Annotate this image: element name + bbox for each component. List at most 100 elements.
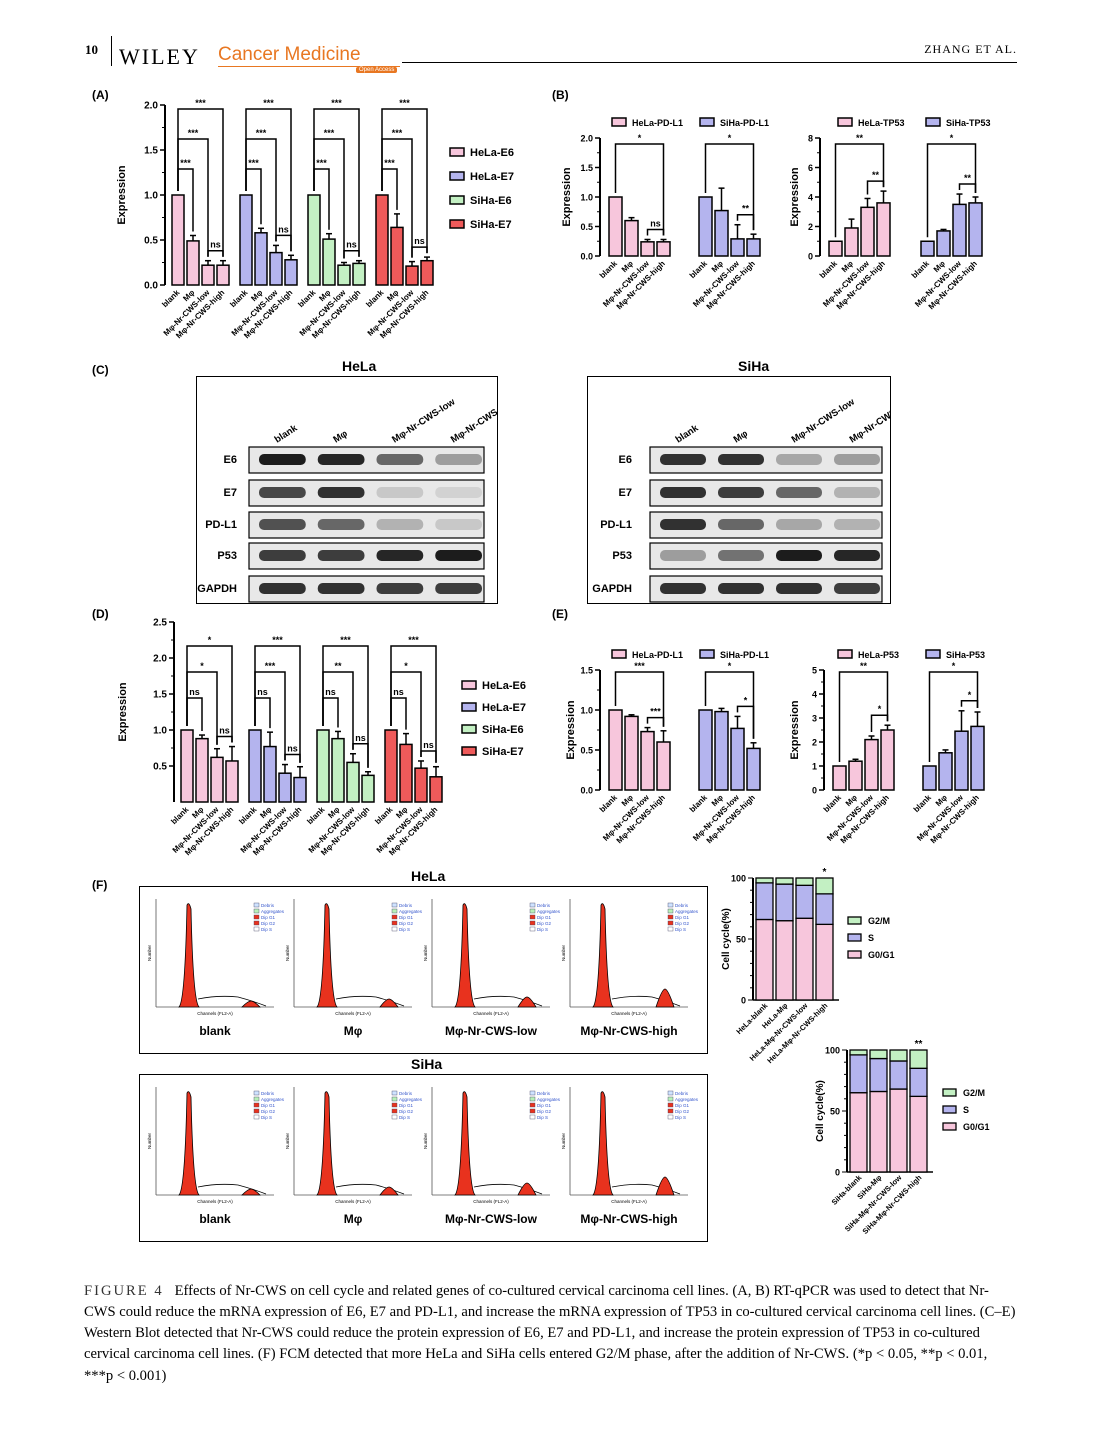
- significance-label: ***: [188, 128, 199, 138]
- significance-label: *: [208, 635, 212, 645]
- stacked-segment: [889, 1049, 908, 1062]
- significance-bracket: [275, 234, 292, 252]
- flow-y-label: Number: [147, 945, 152, 962]
- blot-row-label: E7: [224, 487, 237, 499]
- flow-legend-label: Dip S: [399, 927, 410, 932]
- significance-label: ***: [392, 128, 403, 138]
- significance-bracket: [736, 705, 755, 739]
- flow-legend-label: Debris: [399, 1091, 413, 1096]
- legend-swatch: [449, 147, 465, 157]
- legend-swatch: [942, 1105, 957, 1114]
- category-label: blank: [688, 793, 710, 815]
- lane-label: blank: [273, 422, 300, 445]
- y-tick-label: 0.5: [580, 222, 593, 232]
- bar: [307, 194, 321, 286]
- flow-condition-label: blank: [199, 1212, 231, 1226]
- legend-swatch: [449, 171, 465, 181]
- g2-peak: [655, 1176, 675, 1196]
- legend-swatch: [847, 933, 862, 942]
- y-tick-label: 5: [812, 666, 817, 676]
- significance-label: ns: [210, 240, 221, 250]
- significance-label: ***: [650, 707, 661, 717]
- blot-band: [776, 454, 822, 465]
- hela-flow-title: HeLa: [411, 868, 446, 884]
- significance-label: *: [638, 133, 642, 143]
- g1-peak: [592, 903, 614, 1008]
- s-phase-trace: [197, 995, 267, 1007]
- legend-label: HeLa-E7: [470, 171, 514, 183]
- stacked-segment: [795, 884, 814, 919]
- category-label: blank: [237, 805, 259, 827]
- category-label: blank: [822, 793, 844, 815]
- bar: [171, 194, 185, 286]
- blot-band: [435, 487, 482, 498]
- flow-condition-label: Mφ-Nr-CWS-low: [445, 1024, 538, 1038]
- flow-legend-label: Debris: [261, 1091, 275, 1096]
- stacked-segment: [909, 1049, 928, 1069]
- hela-blot-title: HeLa: [342, 358, 377, 374]
- flow-y-label: Number: [423, 1133, 428, 1150]
- legend-label: SiHa-E7: [470, 219, 512, 231]
- bar: [420, 259, 434, 286]
- significance-bracket: [177, 138, 209, 257]
- blot-band: [317, 487, 365, 498]
- flow-legend-swatch: [253, 1096, 260, 1102]
- y-tick-label: 0.5: [580, 746, 593, 756]
- flow-legend-label: Dip G2: [399, 1109, 414, 1114]
- flow-y-label: Number: [147, 1133, 152, 1150]
- blot-band: [259, 583, 306, 594]
- y-tick-label: 8: [808, 134, 813, 144]
- bar: [278, 772, 292, 803]
- y-tick-label: 2.0: [153, 654, 167, 665]
- bar: [210, 756, 224, 803]
- bar: [225, 760, 239, 803]
- category-label: blank: [598, 259, 620, 281]
- y-tick-label: 2: [808, 222, 813, 232]
- significance-bracket: [736, 213, 755, 231]
- flow-legend-swatch: [253, 1090, 260, 1096]
- significance-bracket: [254, 697, 271, 729]
- flow-x-label: Channels (FL2-A): [611, 1011, 647, 1016]
- legend-swatch: [611, 649, 627, 659]
- category-label: blank: [296, 288, 318, 310]
- stacked-segment: [815, 893, 834, 926]
- legend-label: HeLa-E7: [482, 702, 526, 714]
- stacked-segment: [795, 877, 814, 886]
- flow-legend-swatch: [667, 1090, 674, 1096]
- significance-bracket: [313, 168, 330, 230]
- bar: [832, 765, 847, 791]
- flow-legend-label: Dip G1: [537, 915, 552, 920]
- flow-legend-label: Debris: [399, 903, 413, 908]
- stacked-segment: [849, 1054, 868, 1094]
- flow-legend-label: Dip S: [537, 927, 548, 932]
- blot-band: [435, 519, 482, 530]
- y-tick-label: 100: [731, 874, 746, 884]
- bar: [848, 760, 863, 791]
- significance-bracket: [390, 697, 407, 730]
- significance-label: ***: [263, 98, 274, 108]
- flow-legend-label: Dip G2: [675, 1109, 690, 1114]
- flow-x-label: Channels (FL2-A): [335, 1011, 371, 1016]
- flow-condition-label: Mφ: [344, 1212, 363, 1226]
- flow-legend-label: Dip S: [537, 1115, 548, 1120]
- stacked-segment: [775, 883, 794, 922]
- blot-band: [776, 583, 822, 594]
- g2-peak: [379, 998, 399, 1008]
- significance-bracket: [420, 750, 437, 763]
- publisher-logo: WILEY: [119, 44, 200, 69]
- legend-swatch: [925, 649, 941, 659]
- flow-legend-label: Aggregates: [399, 1097, 423, 1102]
- flow-x-label: Channels (FL2-A): [473, 1011, 509, 1016]
- flow-legend-swatch: [667, 1114, 674, 1120]
- bar: [239, 194, 253, 286]
- flow-legend-label: Dip G2: [537, 1109, 552, 1114]
- flow-legend-label: Aggregates: [537, 1097, 561, 1102]
- y-tick-label: 2.0: [580, 134, 593, 144]
- legend-swatch: [699, 117, 715, 127]
- bar: [284, 259, 298, 286]
- flow-legend-swatch: [667, 1096, 674, 1102]
